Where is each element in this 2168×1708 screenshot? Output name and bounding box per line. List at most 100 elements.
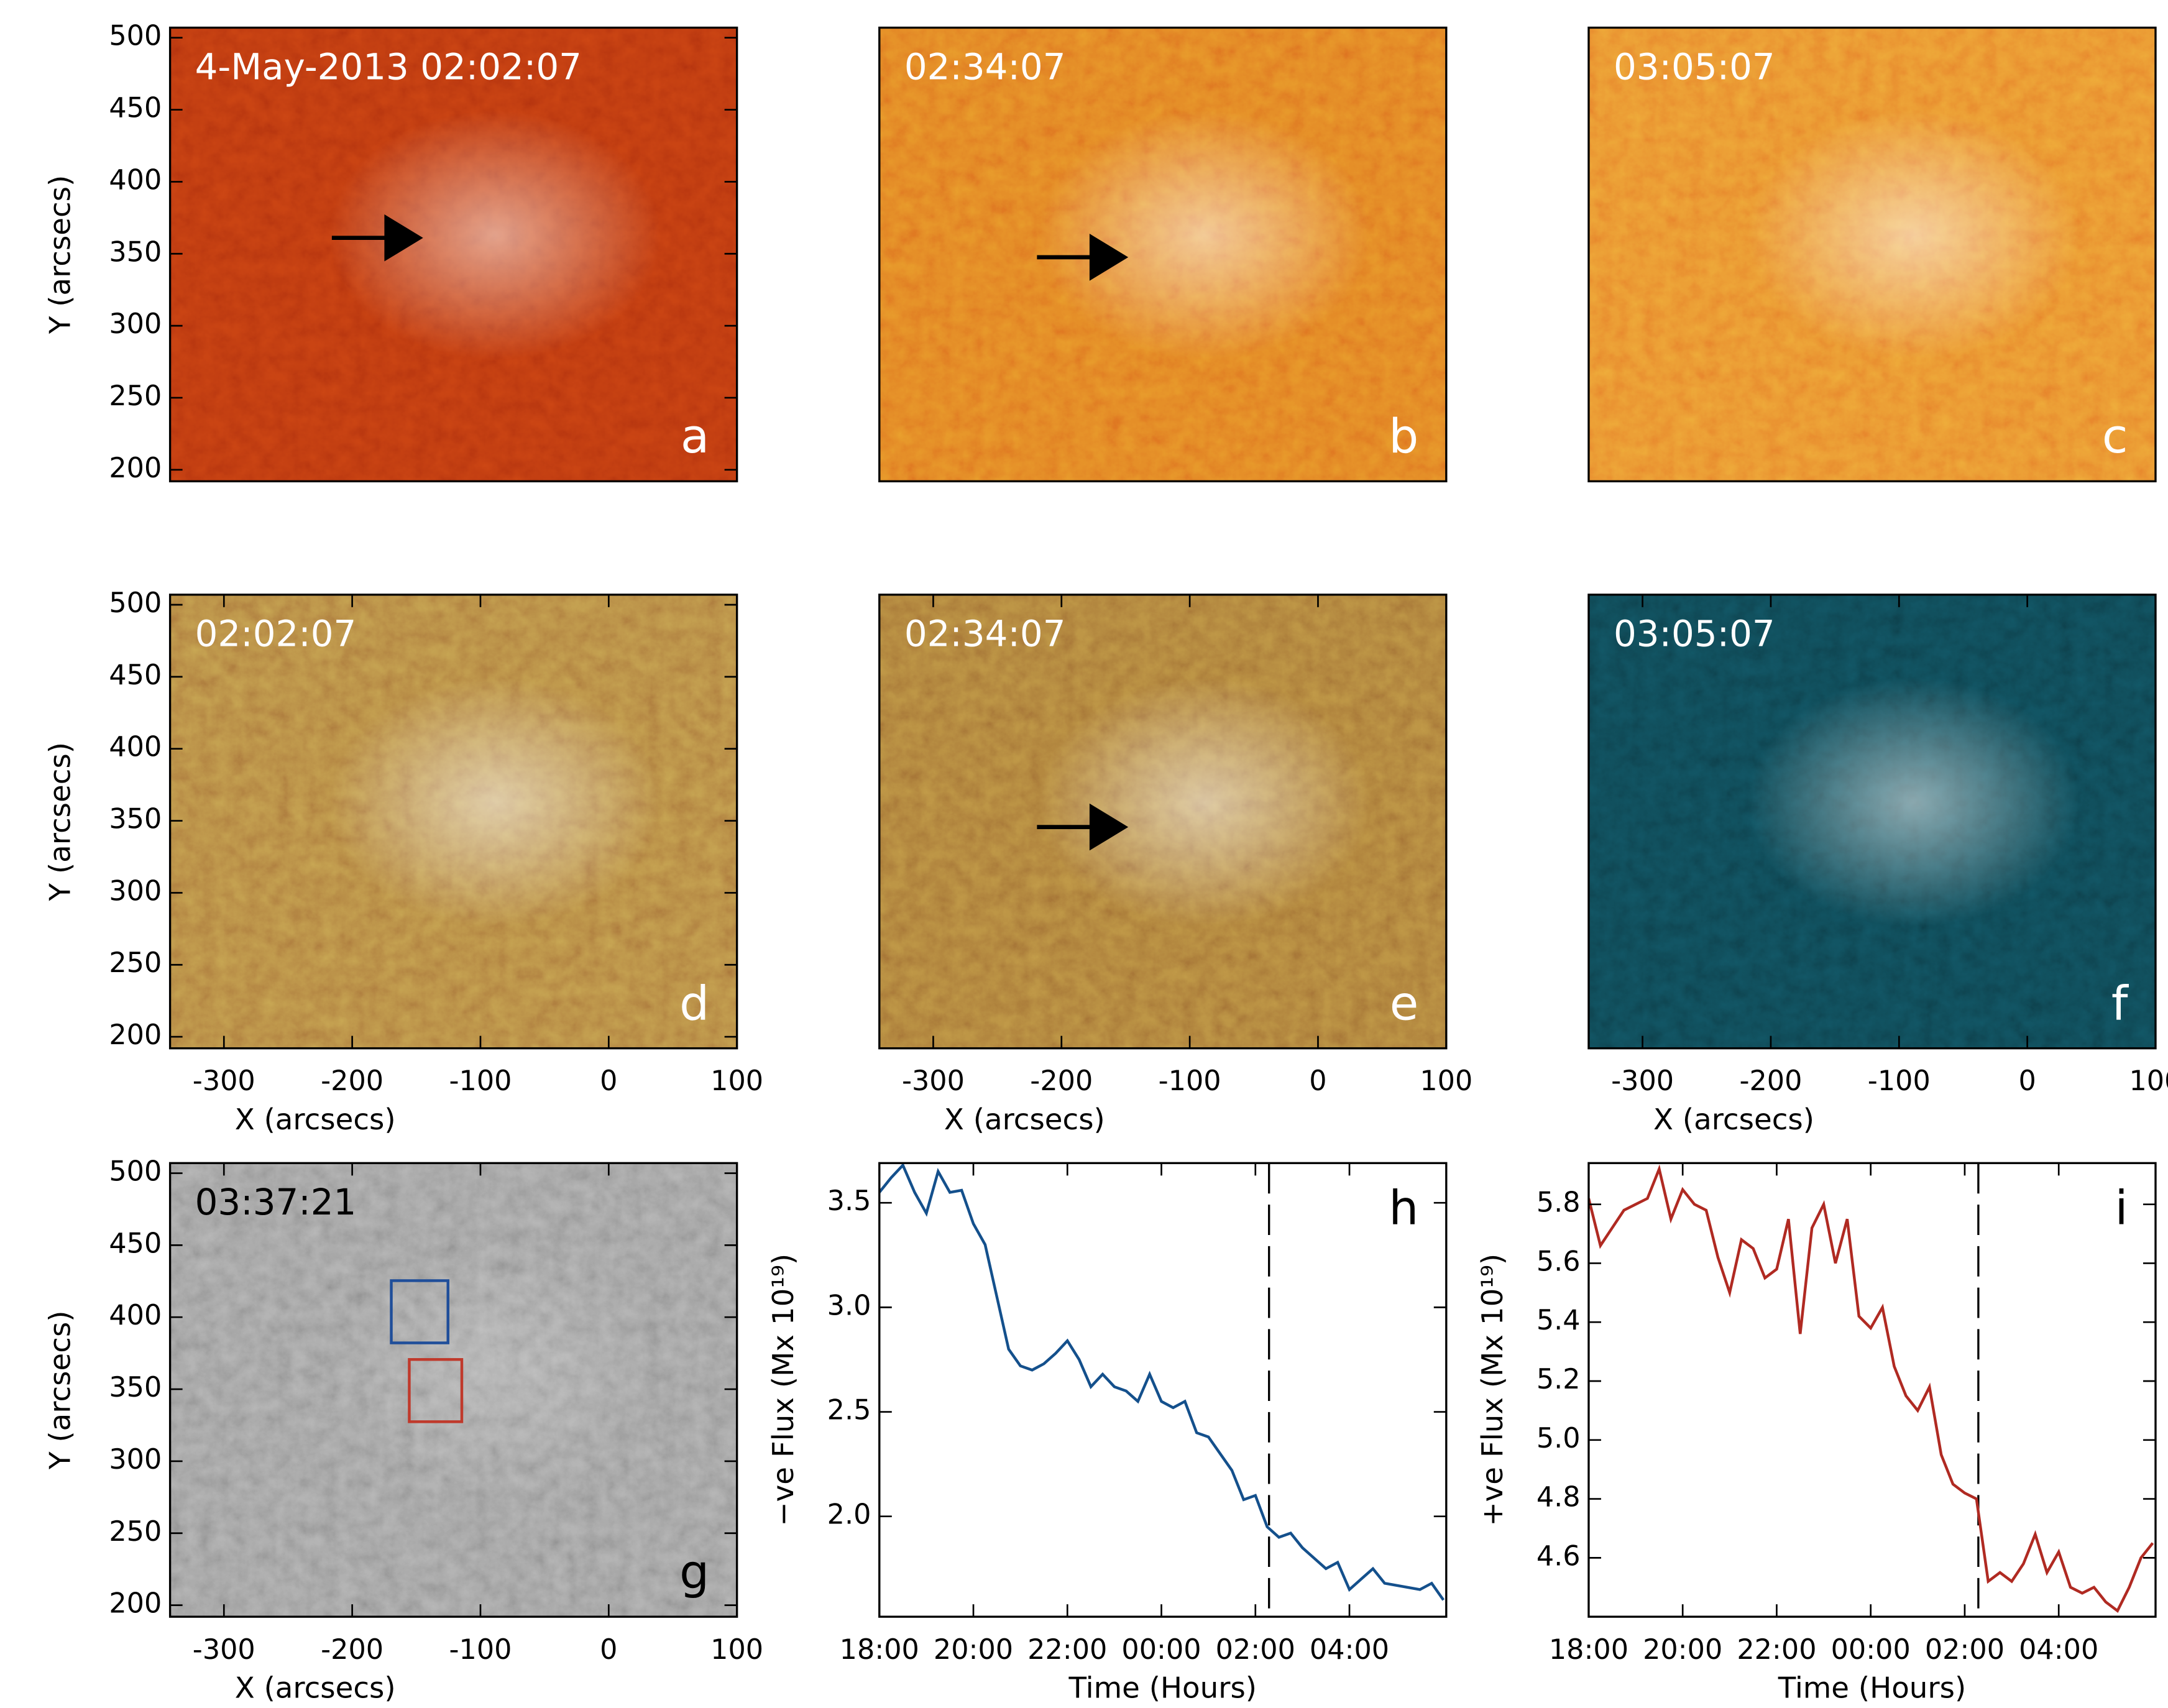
- panel: h: [880, 1163, 1446, 1617]
- x-tick-label: -300: [902, 1065, 965, 1097]
- x-tick-label: -100: [449, 1065, 512, 1097]
- x-tick-label: -300: [193, 1634, 255, 1666]
- y-tick-label: 500: [109, 587, 162, 619]
- x-axis-label: X (arcsecs): [235, 1103, 396, 1137]
- x-tick-label: -300: [193, 1065, 255, 1097]
- y-axis-label: +ve Flux (Mx 10¹⁹): [1476, 1254, 1510, 1527]
- x-tick-label: 22:00: [1027, 1634, 1107, 1666]
- x-tick-label: 20:00: [934, 1634, 1013, 1666]
- timestamp: 02:34:07: [904, 45, 1066, 88]
- x-axis-label: X (arcsecs): [1653, 1103, 1814, 1137]
- x-tick-label: 00:00: [1121, 1634, 1201, 1666]
- x-tick-label: 100: [710, 1065, 763, 1097]
- panel: 02:34:07 b: [880, 28, 1446, 482]
- x-tick-label: 18:00: [840, 1634, 919, 1666]
- y-tick-label: 250: [109, 947, 162, 979]
- bright-region: [329, 1246, 661, 1495]
- y-axis-label: Y (arcsecs): [44, 742, 78, 901]
- bright-region: [1748, 111, 2080, 360]
- x-axis-label: X (arcsecs): [235, 1672, 396, 1706]
- y-tick-label: 400: [109, 732, 162, 763]
- panel-label: d: [679, 976, 709, 1031]
- x-tick-label: -100: [1159, 1065, 1221, 1097]
- panel: 03:05:07 c: [1589, 28, 2156, 482]
- y-tick-label: 2.0: [827, 1499, 871, 1531]
- panel-label: g: [679, 1545, 709, 1599]
- x-tick-label: 04:00: [1310, 1634, 1389, 1666]
- plot-area: [1589, 1163, 2156, 1617]
- x-tick-label: 02:00: [1925, 1634, 2005, 1666]
- y-tick-label: 450: [109, 659, 162, 691]
- y-tick-label: 5.6: [1536, 1246, 1581, 1277]
- page: {"chart_data": [ {"type": "image", "labe…: [0, 0, 2168, 1708]
- panel-label: c: [2102, 409, 2128, 464]
- panels: 4-May-2013 02:02:07 a 200 250 300 350 400 450 50…: [44, 21, 2168, 1706]
- y-tick-label: 200: [109, 1019, 162, 1051]
- x-tick-label: -100: [1868, 1065, 1931, 1097]
- y-tick-label: 5.4: [1536, 1305, 1581, 1336]
- y-tick-label: 350: [109, 804, 162, 835]
- bright-region: [329, 677, 661, 927]
- bright-region: [1039, 677, 1371, 927]
- timestamp: 02:34:07: [904, 613, 1066, 655]
- bright-region: [1748, 677, 2080, 927]
- timestamp: 03:05:07: [1614, 45, 1775, 88]
- panel: 02:02:07 d: [170, 595, 737, 1049]
- panel: 03:37:21 g: [170, 1163, 737, 1617]
- y-tick-label: 4.8: [1536, 1482, 1581, 1513]
- x-axis-label: Time (Hours): [1068, 1672, 1257, 1706]
- panel-label: a: [681, 409, 709, 464]
- y-tick-label: 450: [109, 93, 162, 124]
- y-tick-label: 3.5: [827, 1185, 871, 1217]
- y-tick-label: 350: [109, 1372, 162, 1403]
- y-tick-label: 2.5: [827, 1395, 871, 1426]
- y-tick-label: 500: [109, 1156, 162, 1188]
- y-axis-label: Y (arcsecs): [44, 1310, 78, 1469]
- y-tick-label: 250: [109, 380, 162, 412]
- y-tick-label: 5.8: [1536, 1187, 1581, 1219]
- x-tick-label: 0: [2018, 1065, 2036, 1097]
- panel-label: f: [2111, 976, 2129, 1031]
- bright-region: [329, 111, 661, 360]
- x-axis-label: X (arcsecs): [944, 1103, 1105, 1137]
- y-tick-label: 300: [109, 1444, 162, 1476]
- panel: 03:05:07f: [1589, 595, 2156, 1049]
- x-tick-label: 100: [1420, 1065, 1472, 1097]
- x-tick-label: -100: [449, 1634, 512, 1666]
- y-tick-label: 250: [109, 1516, 162, 1548]
- timestamp: 02:02:07: [195, 613, 357, 655]
- y-tick-label: 5.2: [1536, 1364, 1581, 1395]
- y-tick-label: 450: [109, 1228, 162, 1259]
- timestamp: 03:37:21: [195, 1181, 357, 1223]
- x-tick-label: 02:00: [1216, 1634, 1295, 1666]
- x-tick-label: 18:00: [1549, 1634, 1628, 1666]
- x-tick-label: 0: [1309, 1065, 1326, 1097]
- panel-label: b: [1389, 409, 1418, 464]
- x-tick-label: 22:00: [1737, 1634, 1816, 1666]
- x-tick-label: 100: [2129, 1065, 2168, 1097]
- panel: 4-May-2013 02:02:07 a: [170, 28, 737, 482]
- y-axis-label: Y (arcsecs): [44, 175, 78, 334]
- panel: 02:34:07e: [880, 595, 1446, 1049]
- y-tick-label: 4.6: [1536, 1540, 1581, 1572]
- y-axis-label: −ve Flux (Mx 10¹⁹): [767, 1254, 801, 1527]
- panel: i: [1589, 1163, 2156, 1617]
- x-tick-label: 00:00: [1831, 1634, 1911, 1666]
- x-tick-label: 0: [600, 1065, 617, 1097]
- x-tick-label: -200: [1739, 1065, 1802, 1097]
- timestamp: 4-May-2013 02:02:07: [195, 45, 582, 88]
- y-tick-label: 400: [109, 164, 162, 196]
- y-tick-label: 350: [109, 236, 162, 268]
- x-tick-label: -200: [321, 1065, 384, 1097]
- panel-label: i: [2115, 1181, 2128, 1236]
- y-tick-label: 400: [109, 1300, 162, 1331]
- figure: 4-May-2013 02:02:07 a 200 250 300 350 400 450 50…: [0, 0, 2168, 1708]
- x-axis-label: Time (Hours): [1778, 1672, 1966, 1706]
- x-tick-label: -200: [321, 1634, 384, 1666]
- plot-area: [880, 1163, 1446, 1617]
- bright-region: [1039, 111, 1371, 360]
- y-tick-label: 300: [109, 308, 162, 340]
- y-tick-label: 300: [109, 875, 162, 907]
- y-tick-label: 500: [109, 21, 162, 52]
- x-tick-label: -200: [1030, 1065, 1093, 1097]
